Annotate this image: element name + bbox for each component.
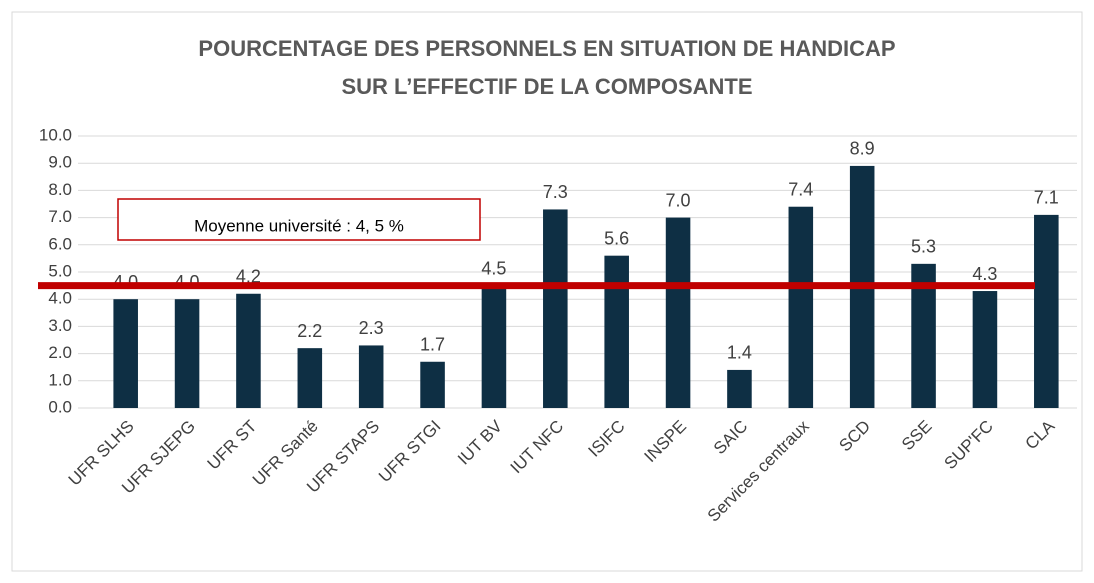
data-label: 5.6 [604, 228, 629, 248]
bar [1034, 214, 1059, 408]
y-tick-label: 1.0 [48, 370, 72, 389]
data-label: 8.9 [850, 139, 875, 159]
bar [358, 345, 384, 408]
bar [665, 217, 691, 408]
bar [604, 255, 629, 408]
data-label: 7.1 [1034, 188, 1059, 208]
y-tick-label: 6.0 [48, 234, 72, 253]
data-label: 4.3 [972, 264, 997, 284]
bar [297, 348, 323, 408]
y-tick-label: 4.0 [48, 289, 72, 308]
y-tick-label: 3.0 [48, 316, 72, 335]
bar [972, 291, 998, 408]
bar [113, 299, 138, 408]
data-label: 7.3 [543, 182, 568, 202]
bar [236, 293, 261, 408]
bar [788, 206, 814, 408]
y-tick-label: 5.0 [48, 261, 72, 280]
data-label: 5.3 [911, 237, 936, 257]
y-tick-label: 7.0 [48, 207, 72, 226]
bar [543, 209, 568, 408]
data-label: 4.5 [481, 258, 506, 278]
data-label: 1.7 [420, 335, 445, 355]
chart-title: POURCENTAGE DES PERSONNELS EN SITUATION … [198, 36, 895, 61]
data-label: 7.0 [666, 190, 691, 210]
y-tick-label: 10.0 [39, 125, 72, 144]
data-label: 4.2 [236, 267, 261, 287]
y-tick-label: 9.0 [48, 153, 72, 172]
annotation: Moyenne université : 4, 5 % [194, 216, 404, 235]
data-label: 2.3 [359, 318, 384, 338]
y-tick-label: 2.0 [48, 343, 72, 362]
bar [420, 361, 445, 408]
bar [481, 285, 507, 408]
chart-title: SUR L’EFFECTIF DE LA COMPOSANTE [341, 74, 752, 99]
data-label: 2.2 [297, 321, 322, 341]
bar [174, 299, 200, 408]
bar [727, 369, 752, 408]
annotation-box [117, 198, 481, 241]
data-label: 1.4 [727, 343, 752, 363]
y-tick-label: 0.0 [48, 397, 72, 416]
data-label: 7.4 [788, 179, 813, 199]
y-tick-label: 8.0 [48, 180, 72, 199]
